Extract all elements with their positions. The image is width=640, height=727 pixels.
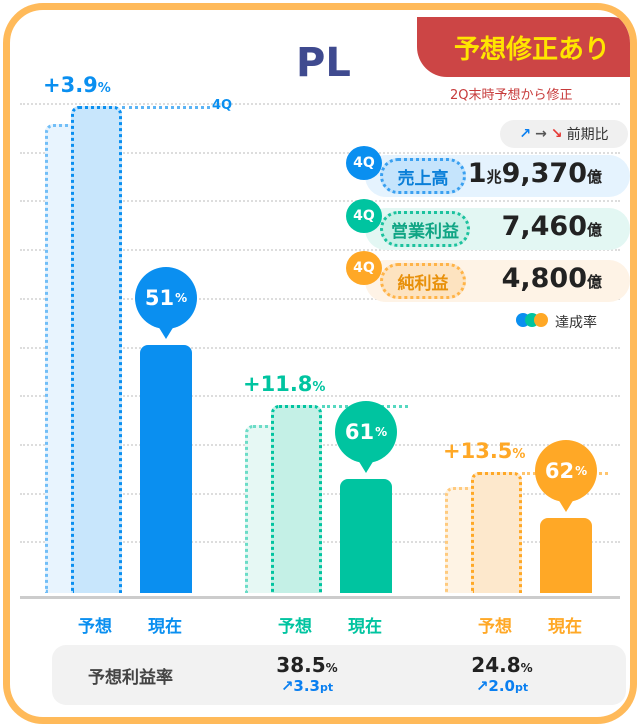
x-label: 予想	[478, 617, 512, 637]
revision-note: 2Q末時予想から修正	[450, 88, 573, 103]
arrow-right-icon: →	[535, 126, 547, 142]
forecast-leader-line	[122, 106, 210, 109]
quarter-badge: 4Q	[346, 251, 382, 285]
forecast-bar	[271, 405, 322, 593]
kpi-net-value: 4,800億	[501, 263, 602, 294]
forecast-bar	[471, 472, 522, 593]
x-label: 予想	[78, 617, 112, 637]
x-label: 現在	[348, 617, 382, 637]
quarter-badge: 4Q	[346, 199, 382, 233]
trend-legend: ↗ → ↘ 前期比	[500, 120, 628, 148]
achievement-bubble: 61%	[335, 400, 397, 473]
gridline	[20, 103, 620, 105]
x-label: 現在	[548, 617, 582, 637]
x-label: 予想	[278, 617, 312, 637]
forecast-bar	[71, 106, 122, 593]
current-bar	[140, 344, 192, 593]
revision-label: +11.8%	[243, 372, 326, 397]
kpi-op-label: 営業利益	[380, 211, 470, 247]
quarter-badge: 4Q	[346, 146, 382, 180]
margin-net: 24.8% ↗2.0pt	[471, 653, 533, 695]
period-marker: 4Q	[212, 98, 233, 113]
gridline	[20, 297, 620, 300]
achievement-legend: 達成率	[516, 312, 597, 332]
page-title: PL	[296, 40, 351, 86]
revision-label: +13.5%	[443, 439, 526, 464]
arrow-down-icon: ↘	[550, 126, 563, 142]
achievement-bubble: 62%	[535, 440, 597, 513]
kpi-sales-label: 売上高	[380, 158, 466, 194]
achievement-dots-icon	[516, 313, 548, 331]
pl-card: +3.9% 51% 予想 現在 +11.8% 61% 予想 現在 +13.5% 62% 予想 現在 P…	[3, 3, 637, 724]
arrow-up-icon: ↗	[280, 677, 294, 695]
x-label: 現在	[148, 617, 182, 637]
achievement-legend-label: 達成率	[555, 315, 597, 331]
margin-op: 38.5% ↗3.3pt	[276, 653, 338, 695]
trend-legend-label: 前期比	[566, 127, 609, 143]
gridline	[20, 346, 620, 349]
arrow-up-icon: ↗	[519, 126, 532, 142]
kpi-sales-value: 1兆9,370億	[467, 158, 602, 189]
gridline	[20, 151, 620, 154]
revision-badge: 予想修正あり	[417, 17, 630, 77]
achievement-bubble: 51%	[135, 266, 197, 339]
gridline	[20, 249, 620, 252]
profit-margin-row: 予想利益率 38.5% ↗3.3pt 24.8% ↗2.0pt	[52, 645, 626, 705]
kpi-op-value: 7,460億	[501, 211, 602, 242]
gridline	[20, 395, 620, 398]
gridline	[20, 200, 620, 203]
chart-baseline	[20, 596, 620, 599]
kpi-net-label: 純利益	[380, 263, 466, 299]
current-bar	[340, 478, 392, 593]
arrow-up-icon: ↗	[475, 677, 489, 695]
margin-label: 予想利益率	[88, 668, 173, 688]
current-bar	[540, 518, 592, 593]
revision-label: +3.9%	[43, 73, 111, 97]
